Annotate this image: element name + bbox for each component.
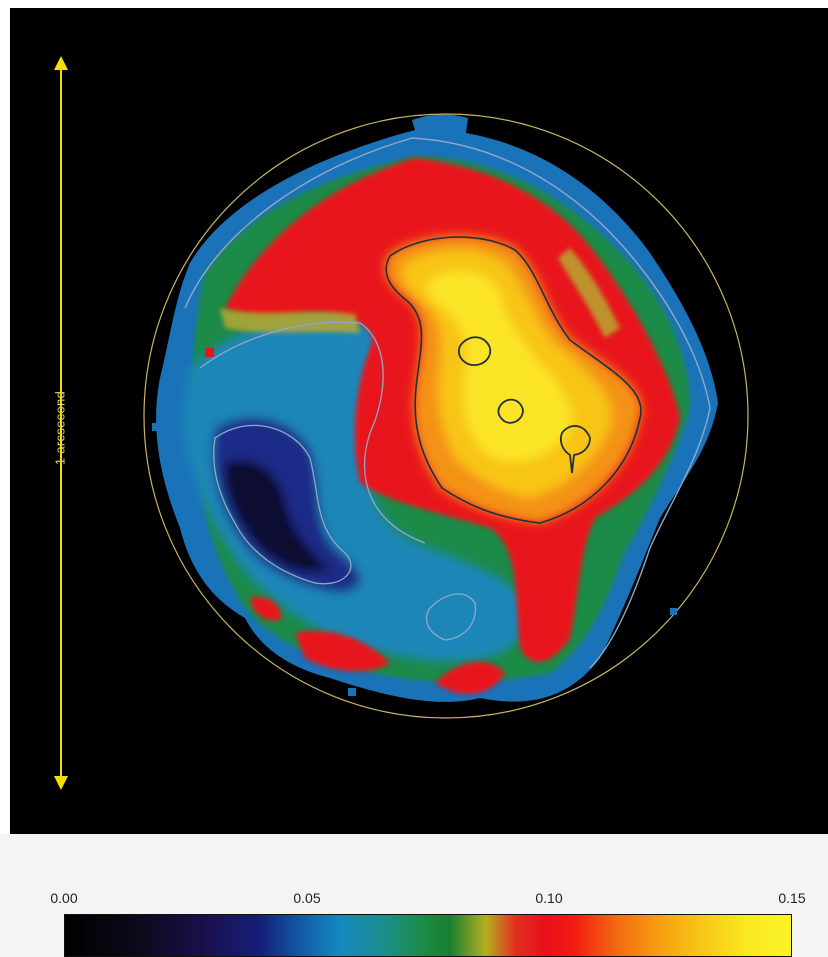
aperture-circle bbox=[143, 113, 749, 719]
scale-arrow bbox=[54, 56, 68, 790]
noise-pixels bbox=[152, 348, 677, 696]
scale-label: 1 arcsecond bbox=[52, 390, 68, 466]
colorbar-tick-0-10: 0.10 bbox=[535, 890, 563, 906]
emission-disc bbox=[156, 114, 718, 702]
contours bbox=[184, 137, 711, 669]
colorbar-tick-min: 0.00 bbox=[50, 890, 78, 906]
emission-map-figure: 1 arcsecond bbox=[10, 8, 828, 834]
colorbar-tick-max: 0.15 bbox=[778, 890, 806, 906]
colorbar bbox=[64, 914, 792, 957]
colorbar-tick-0-05: 0.05 bbox=[293, 890, 321, 906]
emission-map bbox=[54, 56, 749, 790]
